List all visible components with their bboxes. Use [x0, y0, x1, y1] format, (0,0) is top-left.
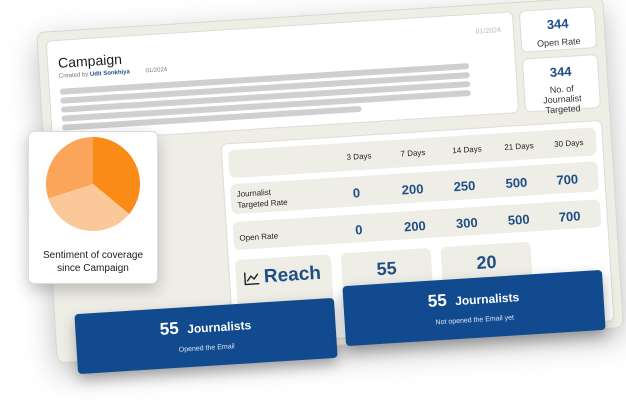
open-rate-label: Open Rate: [536, 36, 581, 49]
column-header: 14 Days: [452, 144, 482, 156]
sentiment-pie-chart: [46, 137, 140, 231]
reach-tile: Reach: [234, 254, 336, 340]
stats-card: 3 Days 7 Days 14 Days 21 Days 30 Days Jo…: [220, 119, 615, 346]
table-cell: 200: [403, 218, 427, 235]
reach-value: 55: [376, 258, 398, 280]
column-header: 3 Days: [346, 151, 372, 162]
table-cell: 500: [505, 174, 528, 191]
journalists-targeted-label: No. of Journalist Targeted: [542, 83, 582, 116]
table-cell: 0: [354, 222, 363, 238]
not-opened-email-count: 55: [427, 290, 448, 311]
table-cell: 200: [401, 181, 424, 198]
table-cell: 500: [507, 211, 531, 228]
column-header: 7 Days: [400, 147, 426, 159]
campaign-date: 01/2024: [145, 67, 168, 75]
row-label: Open Rate: [239, 231, 279, 243]
pie-slice-1: [93, 137, 140, 214]
chart-line-icon: [243, 271, 261, 291]
campaign-title: Campaign: [57, 50, 123, 71]
open-rate-value: 344: [546, 15, 569, 33]
table-cell: 700: [558, 208, 581, 225]
reach-label: Reach: [263, 262, 322, 288]
pie-slice-2: [48, 184, 130, 231]
table-cell: 0: [352, 185, 361, 201]
pie-slice-3: [46, 137, 93, 199]
sentiment-card: Sentiment of coverage since Campaign: [28, 131, 158, 284]
reach-value: 20: [475, 251, 498, 273]
opened-email-word: Journalists: [186, 318, 252, 337]
not-opened-email-word: Journalists: [454, 290, 520, 309]
campaign-card: Campaign 01/2024 Created by Udit Sonkhiy…: [45, 11, 520, 143]
column-header: 21 Days: [504, 141, 534, 152]
sentiment-label: Sentiment of coverage since Campaign: [29, 249, 157, 275]
journalists-targeted-card: 344 No. of Journalist Targeted: [521, 53, 602, 115]
opened-email-count: 55: [159, 318, 180, 339]
created-by-prefix: Created by: [58, 71, 89, 80]
open-rate-card: 344 Open Rate: [518, 6, 598, 53]
row-label: Journalist Targeted Rate: [236, 187, 288, 210]
author-name: Udit Sonkhiya: [89, 69, 131, 78]
table-cell: 250: [453, 177, 476, 195]
table-cell: 300: [455, 214, 479, 232]
dashboard-panel: Campaign 01/2024 Created by Udit Sonkhiy…: [36, 0, 624, 364]
column-header: 30 Days: [553, 138, 584, 149]
table-cell: 700: [555, 171, 579, 188]
journalists-targeted-value: 344: [549, 63, 572, 80]
campaign-date-top: 01/2024: [475, 26, 502, 36]
sentiment-label-line: since Campaign: [57, 263, 129, 274]
sentiment-label-line: Sentiment of coverage: [42, 250, 144, 261]
